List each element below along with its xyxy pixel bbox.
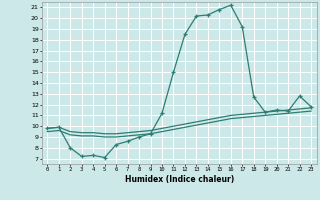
X-axis label: Humidex (Indice chaleur): Humidex (Indice chaleur) (124, 175, 234, 184)
